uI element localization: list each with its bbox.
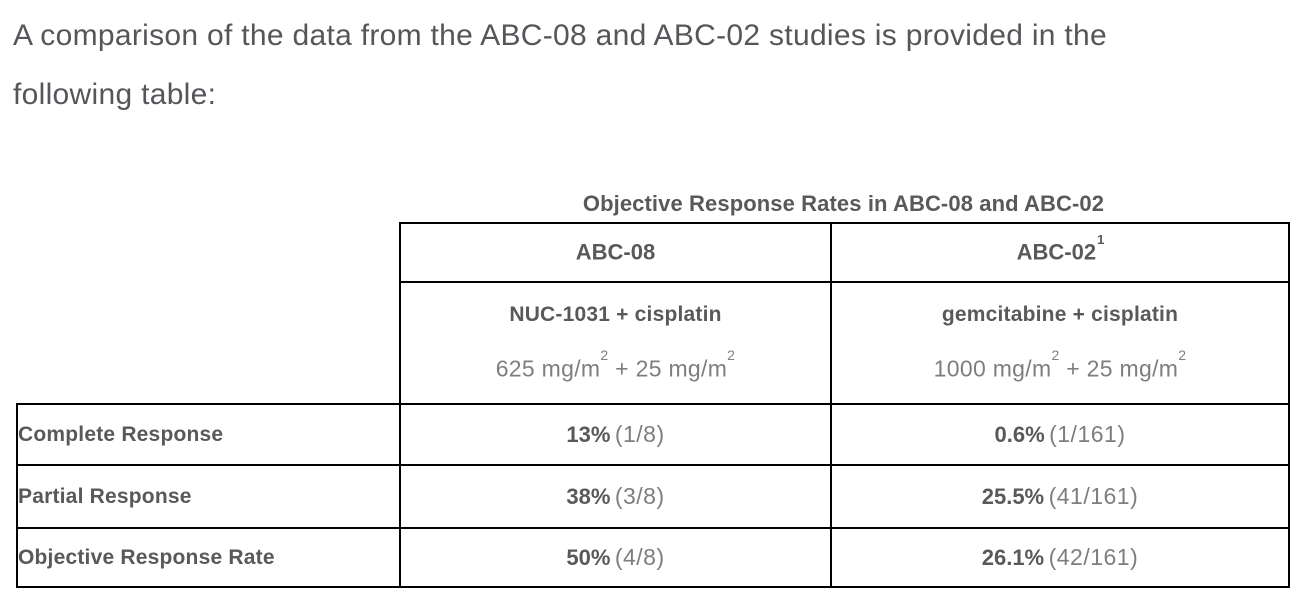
superscript-2: 2 <box>600 347 609 364</box>
table-row-complete-response: Complete Response 13% (1/8) 0.6% (1/161) <box>16 403 1290 466</box>
value-abc08: 38% (3/8) <box>399 464 832 529</box>
value-abc08: 50% (4/8) <box>399 527 832 588</box>
regimen-header-abc02: gemcitabine + cisplatin 1000 mg/m2 + 25 … <box>830 281 1290 405</box>
study-abc08-label: ABC-08 <box>575 239 656 265</box>
percent-value: 25.5% <box>981 484 1045 509</box>
percent-value: 13% <box>566 422 611 447</box>
regimen-header-row: NUC-1031 + cisplatin 625 mg/m2 + 25 mg/m… <box>17 281 1290 405</box>
fraction-value: (1/161) <box>1049 421 1126 447</box>
study-abc02-label: ABC-02 <box>1016 239 1097 265</box>
table-row-partial-response: Partial Response 38% (3/8) 25.5% (41/161… <box>16 464 1290 529</box>
study-header-abc02: ABC-021 <box>830 222 1290 283</box>
row-label: Partial Response <box>16 464 401 529</box>
fraction-value: (1/8) <box>614 421 665 447</box>
value-abc02: 26.1% (42/161) <box>830 527 1290 588</box>
response-rates-table: ABC-08 ABC-021 NUC-1031 + cisplatin 625 … <box>16 222 1290 588</box>
percent-value: 26.1% <box>981 545 1045 570</box>
row-label: Objective Response Rate <box>16 527 401 588</box>
intro-line-2: following table: <box>13 78 217 111</box>
empty-header-cell <box>17 223 400 404</box>
fraction-value: (4/8) <box>614 544 665 570</box>
fraction-value: (41/161) <box>1048 483 1139 509</box>
value-abc02: 0.6% (1/161) <box>830 403 1290 466</box>
regimen-abc02-name: gemcitabine + cisplatin <box>941 303 1179 327</box>
intro-paragraph: A comparison of the data from the ABC-08… <box>13 6 1107 124</box>
row-label: Complete Response <box>16 403 401 466</box>
study-header-row: ABC-08 ABC-021 <box>17 222 1290 404</box>
value-abc02: 25.5% (41/161) <box>830 464 1290 529</box>
superscript-2: 2 <box>1178 347 1187 364</box>
value-abc08: 13% (1/8) <box>399 403 832 466</box>
table-row-objective-response-rate: Objective Response Rate 50% (4/8) 26.1% … <box>16 527 1290 588</box>
superscript-2: 2 <box>727 347 736 364</box>
percent-value: 38% <box>566 484 611 509</box>
regimen-abc02-dose: 1000 mg/m2 + 25 mg/m2 <box>933 347 1187 382</box>
regimen-abc08-name: NUC-1031 + cisplatin <box>509 303 722 327</box>
intro-line-1: A comparison of the data from the ABC-08… <box>13 19 1108 52</box>
table-title: Objective Response Rates in ABC-08 and A… <box>582 191 1105 216</box>
percent-value: 0.6% <box>994 422 1045 447</box>
fraction-value: (3/8) <box>614 483 665 509</box>
fraction-value: (42/161) <box>1048 544 1139 570</box>
study-header-abc08: ABC-08 <box>399 222 832 283</box>
regimen-header-abc08: NUC-1031 + cisplatin 625 mg/m2 + 25 mg/m… <box>399 281 832 405</box>
regimen-abc08-dose: 625 mg/m2 + 25 mg/m2 <box>495 347 736 382</box>
study-abc02-footnote-marker: 1 <box>1097 232 1105 248</box>
superscript-2: 2 <box>1051 347 1060 364</box>
percent-value: 50% <box>566 545 611 570</box>
